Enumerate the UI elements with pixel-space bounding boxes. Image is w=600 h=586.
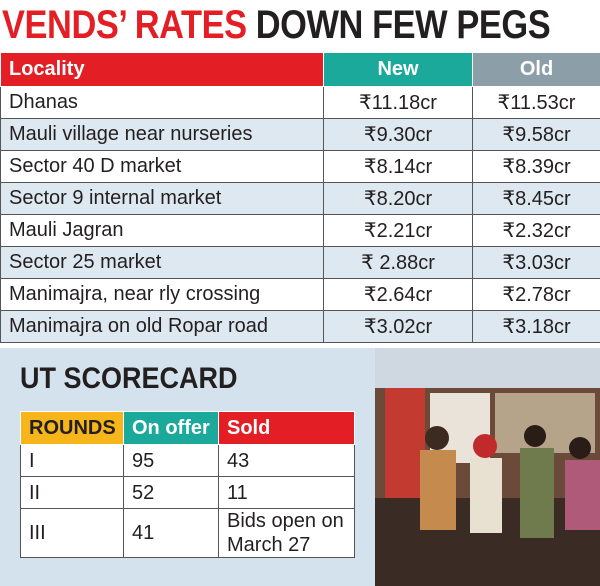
table-cell: ₹8.20cr [323, 182, 473, 215]
header-cell: ROUNDS [20, 411, 124, 445]
table-cell: ₹11.53cr [472, 86, 600, 119]
table-cell: ₹2.78cr [472, 278, 600, 311]
table-cell: ₹ 2.88cr [323, 246, 473, 279]
header-cell: Locality [0, 52, 324, 87]
table-cell: 11 [218, 476, 355, 509]
table-cell: 43 [218, 444, 355, 477]
table-cell: III [20, 508, 124, 558]
table-cell: ₹9.58cr [472, 118, 600, 151]
header-cell: Sold [218, 411, 355, 445]
table-cell: Sector 25 market [0, 246, 324, 279]
table-cell: Dhanas [0, 86, 324, 119]
table-cell: Bids open on March 27 [218, 508, 355, 558]
table-row: Dhanas ₹11.18cr ₹11.53cr [0, 86, 600, 119]
table-cell: Sector 40 D market [0, 150, 324, 183]
headline-red: VENDS’ RATES [2, 3, 247, 47]
table-cell: ₹2.32cr [472, 214, 600, 247]
table-row: Sector 9 internal market ₹8.20cr ₹8.45cr [0, 182, 600, 215]
table-cell: ₹8.14cr [323, 150, 473, 183]
table-cell: ₹2.21cr [323, 214, 473, 247]
header-row: ROUNDS On offer Sold [20, 411, 355, 445]
table-cell: ₹2.64cr [323, 278, 473, 311]
table-cell: Manimajra on old Ropar road [0, 310, 324, 343]
table-cell: ₹8.39cr [472, 150, 600, 183]
table-cell: 41 [123, 508, 219, 558]
table-cell: ₹3.18cr [472, 310, 600, 343]
table-row: Mauli village near nurseries ₹9.30cr ₹9.58… [0, 118, 600, 151]
table-row: Sector 40 D market ₹8.14cr ₹8.39cr [0, 150, 600, 183]
table-row: Sector 25 market ₹ 2.88cr ₹3.03cr [0, 246, 600, 279]
table-cell: Mauli village near nurseries [0, 118, 324, 151]
photo [375, 348, 600, 586]
scorecard-title: UT SCORECARD [20, 362, 238, 395]
table-cell: ₹3.03cr [472, 246, 600, 279]
table-cell: Manimajra, near rly crossing [0, 278, 324, 311]
table-cell: 95 [123, 444, 219, 477]
rates-table: Locality New Old Dhanas ₹11.18cr ₹11.53cr M… [0, 52, 600, 343]
table-cell: ₹11.18cr [323, 86, 473, 119]
table-cell: II [20, 476, 124, 509]
scorecard-table: ROUNDS On offer Sold I 95 43 II 52 11 III 41 Bid… [20, 411, 355, 558]
table-cell: I [20, 444, 124, 477]
table-row: Mauli Jagran ₹2.21cr ₹2.32cr [0, 214, 600, 247]
table-cell: ₹9.30cr [323, 118, 473, 151]
header-cell: New [323, 52, 473, 87]
table-cell: ₹8.45cr [472, 182, 600, 215]
table-cell: Mauli Jagran [0, 214, 324, 247]
table-row: I 95 43 [20, 444, 355, 477]
header-cell: Old [472, 52, 600, 87]
table-row: III 41 Bids open on March 27 [20, 508, 355, 558]
header-cell: On offer [123, 411, 219, 445]
header-row: Locality New Old [0, 52, 600, 87]
headline-black: DOWN FEW PEGS [255, 3, 551, 47]
headline: VENDS’ RATES DOWN FEW PEGS [2, 0, 551, 50]
table-cell: ₹3.02cr [323, 310, 473, 343]
table-cell: Sector 9 internal market [0, 182, 324, 215]
table-row: II 52 11 [20, 476, 355, 509]
table-row: Manimajra on old Ropar road ₹3.02cr ₹3.18c… [0, 310, 600, 343]
table-cell: 52 [123, 476, 219, 509]
table-row: Manimajra, near rly crossing ₹2.64cr ₹2.78… [0, 278, 600, 311]
